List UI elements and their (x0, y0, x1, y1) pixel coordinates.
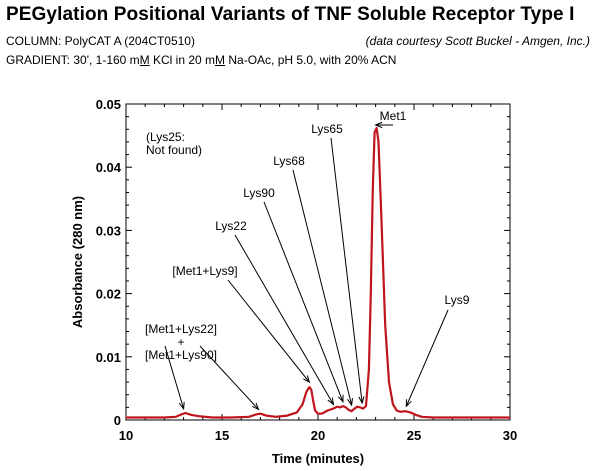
annotation-arrow (199, 345, 259, 410)
arrow-head (251, 402, 260, 411)
annotation-label: + (177, 335, 184, 349)
gradient-suffix: Na-OAc, pH 5.0, with 20% ACN (225, 53, 397, 67)
x-tick-label: 25 (407, 428, 421, 443)
y-tick-label: 0.05 (96, 97, 121, 112)
annotation-arrow (263, 201, 344, 403)
x-tick-label: 15 (215, 428, 229, 443)
arrow-head (374, 121, 383, 129)
gradient-unit-1: M (139, 53, 150, 67)
annotation-arrow (292, 169, 353, 406)
annotation-label: (Lys25: (146, 130, 185, 144)
y-tick-label: 0 (114, 413, 121, 428)
annotation-label: [Met1+Lys90] (145, 348, 217, 362)
annotation-label: [Met1+Lys9] (172, 264, 237, 278)
annotation-label: Lys90 (243, 186, 275, 200)
gradient-prefix: GRADIENT: 30', 1-160 m (6, 53, 140, 67)
y-tick-label: 0.02 (96, 287, 121, 302)
gradient-info: GRADIENT: 30', 1-160 mM KCl in 20 mM Na-… (6, 53, 396, 67)
arrow-head (337, 394, 344, 404)
arrow-head (327, 397, 335, 406)
arrow-head (358, 396, 365, 405)
annotation-arrow (405, 309, 449, 407)
chart-title: PEGylation Positional Variants of TNF So… (6, 4, 575, 25)
gradient-mid: KCl in 20 m (149, 53, 216, 67)
annotation-label: Lys65 (311, 122, 343, 136)
annotation-label: Lys22 (215, 219, 247, 233)
data-credit: (data courtesy Scott Buckel - Amgen, Inc… (365, 34, 590, 48)
x-tick-label: 20 (311, 428, 325, 443)
annotation-arrow (227, 279, 310, 383)
x-tick-label: 10 (119, 428, 133, 443)
y-tick-label: 0.04 (96, 160, 122, 175)
arrow-head (405, 399, 412, 408)
x-tick-label: 30 (503, 428, 517, 443)
annotation-labels: (Lys25:Not found) Met1 Lys65 Lys68 Lys90 Lys2… (145, 109, 470, 362)
gradient-unit-2: M (215, 53, 226, 67)
annotation-label: Lys9 (445, 293, 470, 307)
arrow-head (178, 401, 185, 411)
annotation-arrow (330, 137, 363, 404)
arrow-head (347, 398, 353, 407)
annotation-arrows (164, 121, 449, 411)
y-tick-label: 0.01 (96, 350, 121, 365)
annotation-arrow (234, 234, 334, 405)
annotation-label: Met1 (380, 109, 407, 123)
annotation-label: Not found) (146, 143, 202, 157)
annotation-label: [Met1+Lys22] (145, 322, 217, 336)
annotation-arrow (164, 345, 185, 409)
x-axis-label: Time (minutes) (272, 451, 364, 466)
trace-layer (126, 126, 510, 419)
y-tick-label: 0.03 (96, 223, 121, 238)
arrow-head (303, 375, 311, 384)
column-info: COLUMN: PolyCAT A (204CT0510) (6, 34, 195, 48)
chromatogram-trace (126, 126, 510, 419)
annotation-label: Lys68 (273, 154, 305, 168)
y-axis-label: Absorbance (280 nm) (70, 196, 85, 328)
